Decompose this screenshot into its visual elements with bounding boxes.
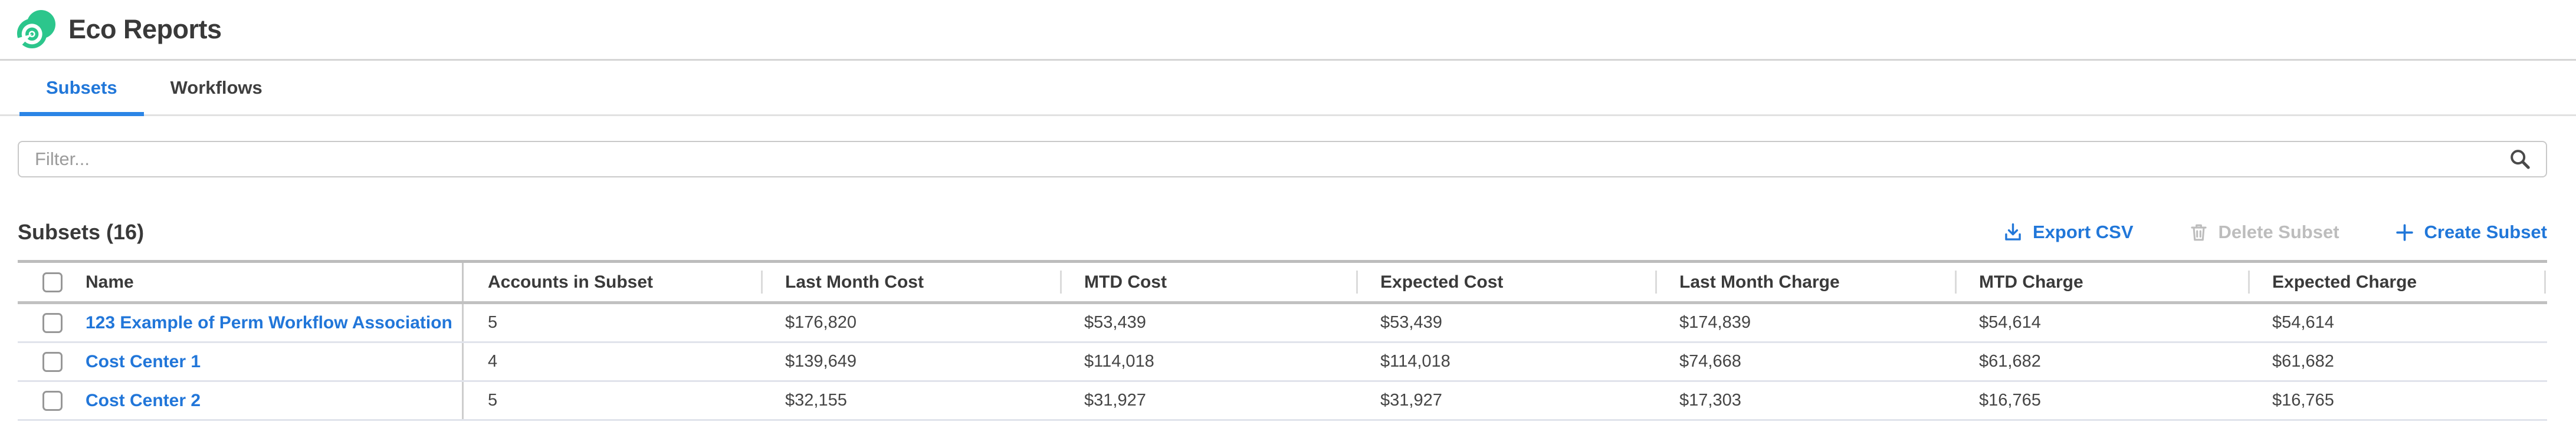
row-checkbox[interactable] (42, 351, 63, 372)
cell-expected-charge: $16,765 (2272, 391, 2334, 410)
tab-subsets[interactable]: Subsets (19, 61, 144, 116)
column-label-last-month-charge: Last Month Charge (1679, 272, 1840, 292)
table-actions: Export CSV Delete Subset Create Subset (2002, 222, 2547, 243)
column-label-accounts: Accounts in Subset (488, 272, 654, 292)
cell-mtd-cost: $114,018 (1084, 352, 1154, 371)
app-header: Eco Reports (0, 0, 2576, 61)
section-title: Subsets (16) (18, 220, 145, 244)
delete-subset-button[interactable]: Delete Subset (2188, 222, 2339, 243)
cell-last-month-cost: $32,155 (785, 391, 847, 410)
cell-accounts-in-subset: 5 (488, 391, 498, 410)
cell-mtd-charge: $16,765 (1979, 391, 2041, 410)
row-checkbox[interactable] (42, 312, 63, 333)
eco-logo-icon (17, 10, 55, 49)
column-label-name: Name (86, 272, 134, 292)
cell-last-month-cost: $139,649 (785, 352, 857, 371)
column-header-accounts-in-subset[interactable]: Accounts in Subset (464, 263, 761, 301)
table-header-row: Name Accounts in Subset Last Month Cost … (18, 263, 2547, 304)
plus-icon (2394, 222, 2416, 243)
subset-name-link[interactable]: Cost Center 2 (86, 390, 201, 410)
cell-last-month-charge: $17,303 (1679, 391, 1741, 410)
export-csv-label: Export CSV (2032, 222, 2134, 242)
subset-name-link[interactable]: 123 Example of Perm Workflow Association (86, 312, 452, 332)
column-header-expected-cost[interactable]: Expected Cost (1356, 263, 1655, 301)
name-cell: Cost Center 1 (18, 343, 464, 380)
column-header-mtd-charge[interactable]: MTD Charge (1955, 263, 2248, 301)
name-cell: 123 Example of Perm Workflow Association (18, 304, 464, 341)
create-subset-button[interactable]: Create Subset (2394, 222, 2547, 243)
cell-mtd-cost: $31,927 (1084, 391, 1146, 410)
search-icon (2508, 147, 2532, 171)
cell-last-month-charge: $174,839 (1679, 313, 1751, 332)
cell-accounts-in-subset: 5 (488, 313, 498, 332)
subsets-table: Name Accounts in Subset Last Month Cost … (18, 260, 2547, 421)
cell-expected-charge: $61,682 (2272, 352, 2334, 371)
column-label-last-month-cost: Last Month Cost (785, 272, 924, 292)
column-header-last-month-cost[interactable]: Last Month Cost (761, 263, 1060, 301)
cell-expected-charge: $54,614 (2272, 313, 2334, 332)
delete-subset-label: Delete Subset (2218, 222, 2339, 242)
column-header-expected-charge[interactable]: Expected Charge (2248, 263, 2546, 301)
cell-mtd-charge: $61,682 (1979, 352, 2041, 371)
section-header: Subsets (16) Export CSV Delete Subset (18, 220, 2547, 245)
create-subset-label: Create Subset (2424, 222, 2547, 242)
name-cell: Cost Center 2 (18, 382, 464, 419)
subset-name-link[interactable]: Cost Center 1 (86, 351, 201, 371)
column-label-expected-cost: Expected Cost (1380, 272, 1504, 292)
table-row: 123 Example of Perm Workflow Association… (18, 304, 2547, 343)
column-label-mtd-charge: MTD Charge (1979, 272, 2083, 292)
select-all-checkbox[interactable] (42, 272, 63, 292)
cell-last-month-charge: $74,668 (1679, 352, 1741, 371)
export-csv-button[interactable]: Export CSV (2002, 222, 2134, 243)
download-icon (2002, 222, 2024, 243)
cell-expected-cost: $31,927 (1380, 391, 1442, 410)
page-title: Eco Reports (68, 14, 222, 44)
table-row: Cost Center 1 4 $139,649 $114,018 $114,0… (18, 343, 2547, 382)
column-label-mtd-cost: MTD Cost (1084, 272, 1167, 292)
filter-input[interactable] (18, 141, 2547, 177)
filter-bar (18, 141, 2547, 177)
cell-expected-cost: $114,018 (1380, 352, 1451, 371)
cell-expected-cost: $53,439 (1380, 313, 1442, 332)
trash-icon (2188, 222, 2210, 243)
tab-workflows[interactable]: Workflows (170, 77, 262, 98)
row-checkbox[interactable] (42, 390, 63, 411)
cell-mtd-charge: $54,614 (1979, 313, 2041, 332)
cell-accounts-in-subset: 4 (488, 352, 498, 371)
cell-mtd-cost: $53,439 (1084, 313, 1146, 332)
column-header-mtd-cost[interactable]: MTD Cost (1060, 263, 1356, 301)
column-header-last-month-charge[interactable]: Last Month Charge (1655, 263, 1955, 301)
column-header-name[interactable]: Name (18, 263, 464, 301)
table-row: Cost Center 2 5 $32,155 $31,927 $31,927 … (18, 382, 2547, 421)
cell-last-month-cost: $176,820 (785, 313, 857, 332)
column-label-expected-charge: Expected Charge (2272, 272, 2417, 292)
tab-bar: Subsets Workflows (0, 61, 2576, 116)
